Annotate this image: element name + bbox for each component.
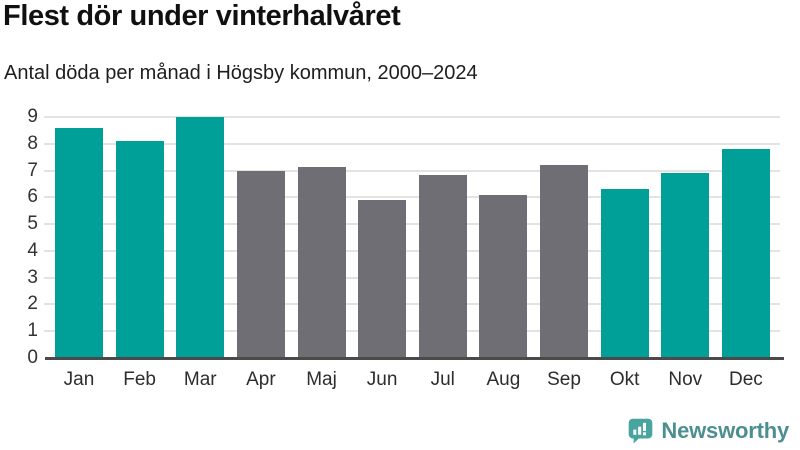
gridline-3	[44, 276, 780, 279]
plot-area	[44, 116, 784, 360]
gridline-4	[44, 249, 780, 252]
bar-jun	[358, 200, 407, 358]
gridline-6	[44, 196, 780, 199]
gridline-8	[44, 142, 780, 145]
newsworthy-bar-chart-speech-bubble-icon	[629, 418, 653, 444]
chart-subtitle: Antal döda per månad i Högsby kommun, 20…	[4, 62, 478, 84]
bar-series	[55, 117, 770, 358]
x-tick-label-feb: Feb	[123, 369, 156, 390]
y-tick-label-3: 3	[27, 266, 38, 288]
y-axis-labels: 0 1 2 3 4 5 6 7 8 9	[0, 106, 38, 368]
bar-maj	[297, 166, 346, 358]
y-tick-label-5: 5	[27, 213, 38, 235]
y-tick-label-7: 7	[27, 159, 38, 181]
x-tick-label-mar: Mar	[183, 369, 217, 390]
gridline-5	[44, 223, 780, 226]
gridline-7	[44, 169, 780, 172]
bar-aug	[479, 194, 528, 358]
bar-nov	[661, 173, 710, 358]
x-tick-label-jun: Jun	[366, 369, 398, 390]
x-tick-label-okt: Okt	[609, 369, 640, 390]
bar-apr	[236, 170, 285, 358]
bar-sep	[540, 165, 588, 358]
y-tick-label-1: 1	[27, 320, 38, 342]
x-tick-label-dec: Dec	[728, 369, 763, 390]
chart-title: Flest dör under vinterhalvåret	[3, 0, 401, 32]
gridline-2	[44, 303, 780, 306]
bar-jan	[55, 127, 103, 358]
x-tick-label-jul: Jul	[430, 369, 455, 390]
x-tick-label-sep: Sep	[547, 369, 581, 390]
y-tick-label-4: 4	[27, 239, 38, 261]
x-axis-line	[45, 357, 784, 360]
bar-feb	[115, 141, 164, 358]
newsworthy-logo-text: Newsworthy	[661, 417, 789, 443]
newsworthy-logo: Newsworthy	[627, 417, 789, 444]
bar-mar	[176, 117, 225, 358]
y-tick-label-0: 0	[27, 347, 38, 368]
bar-dec	[721, 149, 770, 358]
x-tick-label-aug: Aug	[486, 369, 521, 390]
x-tick-label-nov: Nov	[668, 369, 703, 390]
gridline-1	[44, 330, 780, 333]
y-tick-label-8: 8	[27, 132, 38, 154]
gridline-9	[44, 116, 780, 118]
bar-okt	[600, 189, 649, 358]
y-tick-label-9: 9	[27, 106, 38, 127]
x-axis-labels: Jan Feb Mar Apr Maj Jun Jul Aug Sep Okt Nov Dec	[55, 369, 770, 391]
y-tick-label-6: 6	[27, 186, 38, 208]
x-tick-label-jan: Jan	[63, 369, 95, 390]
x-tick-label-apr: Apr	[246, 369, 276, 390]
bar-jul	[418, 174, 467, 358]
x-tick-label-maj: Maj	[306, 369, 337, 390]
y-tick-label-2: 2	[27, 293, 38, 315]
